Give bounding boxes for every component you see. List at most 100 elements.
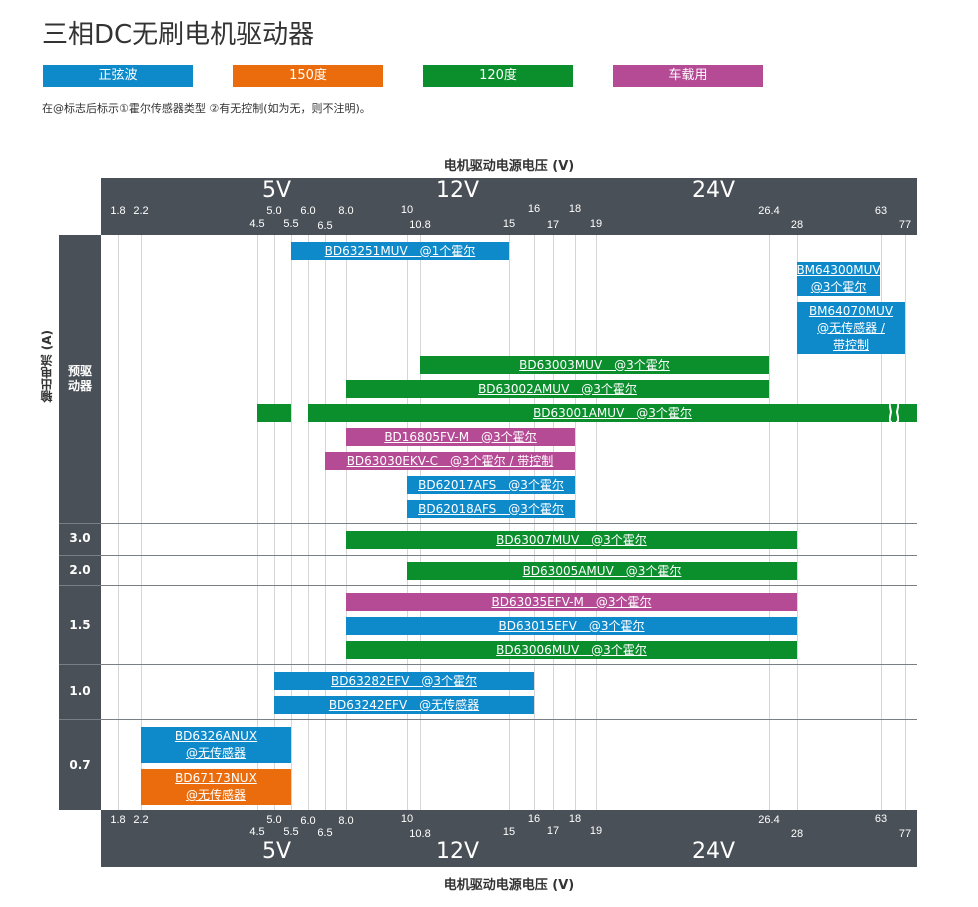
x-axis-band-top [101,178,917,235]
bar-bd63006muv[interactable]: BD63006MUV @3个霍尔 [346,641,797,659]
row-label: 预驱 动器 [67,364,92,393]
grid-line [308,235,309,810]
x-tick-label: 16 [527,813,541,825]
row-divider [59,585,917,586]
x-tick-label: 16 [527,203,541,215]
row-divider [59,555,917,556]
x-tick-label: 8.0 [338,815,354,827]
grid-line [769,235,770,810]
x-axis-band-bottom [101,810,917,867]
x-tick-label: 4.5 [249,218,265,230]
bar-bm64300muv[interactable]: BM64300MUV @3个霍尔 [796,262,881,296]
row-divider [59,664,917,665]
grid-line [797,235,798,810]
bar-bd16805fv-m[interactable]: BD16805FV-M @3个霍尔 [346,428,575,446]
major-voltage-label: 24V [692,178,736,203]
grid-line [274,235,275,810]
bar-bd63007muv[interactable]: BD63007MUV @3个霍尔 [346,531,797,549]
grid-line [509,235,510,810]
x-tick-label: 10.8 [409,828,431,840]
x-tick-label: 5.5 [283,218,299,230]
x-tick-label: 6.0 [300,815,316,827]
major-voltage-label: 5V [262,839,292,864]
bar-bd63005amuv[interactable]: BD63005AMUV @3个霍尔 [407,562,797,580]
row-label: 1.5 [69,618,91,632]
x-tick-label: 15 [502,826,516,838]
legend-item-2: 120度 [423,65,573,87]
bar-bd63002amuv[interactable]: BD63002AMUV @3个霍尔 [346,380,769,398]
legend-item-0: 正弦波 [43,65,193,87]
x-tick-label: 4.5 [249,826,265,838]
legend-item-1: 150度 [233,65,383,87]
grid-line [346,235,347,810]
x-axis-title-bottom: 电机驱动电源电压 (V) [443,878,575,893]
grid-line [881,235,882,810]
x-tick-label: 10.8 [409,219,431,231]
bar-bd63030ekv-c[interactable]: BD63030EKV-C @3个霍尔 / 带控制 [325,452,575,470]
x-tick-label: 17 [546,825,560,837]
bar-bd62017afs[interactable]: BD62017AFS @3个霍尔 [407,476,575,494]
row-label: 0.7 [69,758,91,772]
bar-bd63015efv[interactable]: BD63015EFV @3个霍尔 [346,617,797,635]
grid-line [141,235,142,810]
x-tick-label: 77 [898,219,912,231]
x-tick-label: 8.0 [338,205,354,217]
x-tick-label: 1.8 [110,205,126,217]
x-tick-label: 2.2 [133,814,149,826]
major-voltage-label: 12V [436,839,480,864]
x-tick-label: 6.0 [300,205,316,217]
grid-line [553,235,554,810]
x-axis-title-top: 电机驱动电源电压 (V) [443,159,575,174]
grid-line [257,235,258,810]
x-tick-label: 19 [589,218,603,230]
bar-bd6326anux[interactable]: BD6326ANUX @无传感器 [141,727,291,763]
grid-line [575,235,576,810]
grid-line [407,235,408,810]
bar-bd63001amuv[interactable]: BD63001AMUV @3个霍尔 [308,404,917,422]
x-tick-label: 28 [790,828,804,840]
x-tick-label: 5.0 [266,205,282,217]
x-tick-label: 19 [589,825,603,837]
bar-bd67173nux[interactable]: BD67173NUX @无传感器 [141,769,291,805]
x-tick-label: 63 [874,205,888,217]
row-label-column [59,235,101,810]
x-tick-label: 5.5 [283,826,299,838]
bar-bd62018afs[interactable]: BD62018AFS @3个霍尔 [407,500,575,518]
x-tick-label: 5.0 [266,814,282,826]
bar-bd63003muv[interactable]: BD63003MUV @3个霍尔 [420,356,769,374]
grid-line [325,235,326,810]
grid-line [596,235,597,810]
row-label: 3.0 [69,531,91,545]
x-tick-label: 26.4 [758,205,780,217]
x-tick-label: 6.5 [317,220,333,232]
page-title: 三相DC无刷电机驱动器 [42,20,315,50]
grid-line [534,235,535,810]
x-tick-label: 26.4 [758,814,780,826]
x-tick-label: 2.2 [133,205,149,217]
x-tick-label: 63 [874,813,888,825]
x-tick-label: 6.5 [317,827,333,839]
bar-bm64070muv[interactable]: BM64070MUV @无传感器 / 带控制 [797,302,905,354]
x-tick-label: 15 [502,218,516,230]
bar-bd63242efv[interactable]: BD63242EFV @无传感器 [274,696,534,714]
y-axis-title: 输出电流 (A) [40,330,54,403]
x-tick-label: 18 [568,203,582,215]
x-tick-label: 10 [400,813,414,825]
row-label: 1.0 [69,684,91,698]
grid-line [118,235,119,810]
bar-bd63251muv[interactable]: BD63251MUV @1个霍尔 [291,242,509,260]
major-voltage-label: 24V [692,839,736,864]
axis-break-icon [889,401,899,423]
legend-item-3: 车载用 [613,65,763,87]
x-tick-label: 1.8 [110,814,126,826]
x-tick-label: 10 [400,204,414,216]
bar-bd63035efv-m[interactable]: BD63035EFV-M @3个霍尔 [346,593,797,611]
x-tick-label: 28 [790,219,804,231]
bar-bd63282efv[interactable]: BD63282EFV @3个霍尔 [274,672,534,690]
bar-segment[interactable] [257,404,291,422]
row-divider [59,719,917,720]
grid-line [420,235,421,810]
x-tick-label: 77 [898,828,912,840]
x-tick-label: 17 [546,219,560,231]
x-tick-label: 18 [568,813,582,825]
